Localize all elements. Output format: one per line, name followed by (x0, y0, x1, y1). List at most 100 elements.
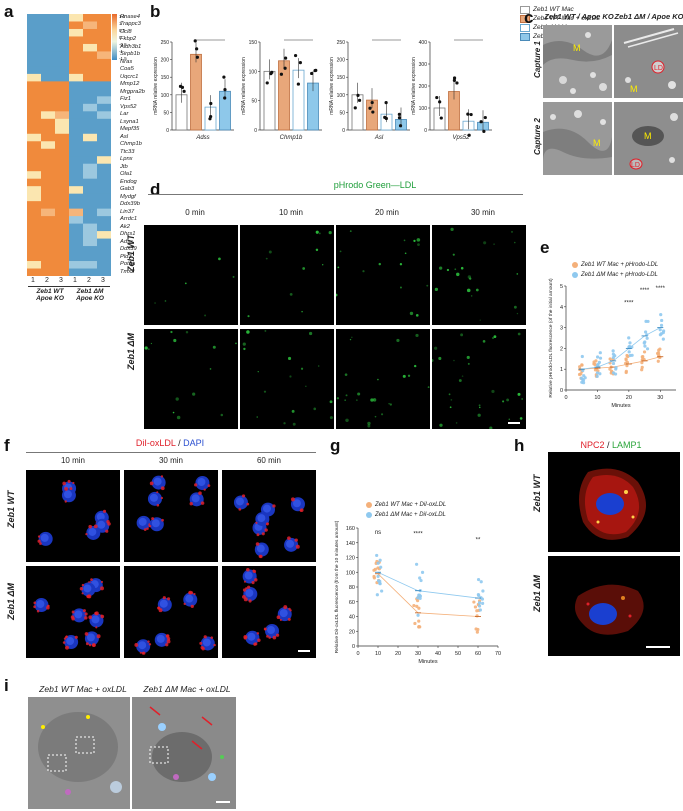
nucleus-core (91, 615, 100, 624)
heatmap-gene-label: Adss (120, 238, 133, 245)
bar (190, 53, 202, 131)
red-spot (193, 592, 196, 596)
green-spot (336, 397, 340, 400)
data-point (472, 600, 476, 604)
bar-point (209, 101, 213, 106)
bar-point (370, 100, 374, 105)
x-tick-label: 10 (594, 395, 600, 401)
heatmap-cell (41, 43, 55, 52)
panel-f-time-label: 10 min (60, 456, 85, 465)
heatmap-cell (69, 81, 83, 90)
heatmap-cell (55, 141, 69, 150)
colorbar-tick: 0.5 (119, 28, 126, 33)
green-spot (479, 406, 481, 409)
heatmap-cell (41, 28, 55, 37)
data-point (659, 323, 664, 327)
red-spot (88, 615, 93, 620)
green-spot (399, 286, 402, 289)
panel-h-title: NPC2 / LAMP1 (546, 440, 676, 450)
bar-point (455, 81, 459, 85)
dil-oxldl-image (124, 566, 218, 658)
green-spot (212, 345, 216, 349)
red-spot (139, 651, 142, 654)
heatmap-cell (27, 186, 41, 195)
red-spot (252, 569, 255, 572)
data-point (630, 353, 634, 357)
x-tick-label: 20 (395, 651, 401, 657)
nucleus-core (83, 584, 92, 593)
red-spot (189, 502, 193, 506)
red-spot (33, 605, 36, 609)
bar-point (182, 89, 186, 93)
heatmap-cell (69, 126, 83, 135)
green-spot (521, 398, 523, 400)
green-spot (355, 399, 358, 401)
data-point (657, 348, 661, 352)
red-spot (147, 640, 150, 643)
phrodo-image (336, 225, 430, 325)
bar-gene-label: Asl (374, 135, 384, 141)
heatmap-cell (83, 141, 97, 150)
green-spot (381, 413, 384, 416)
green-spot (493, 243, 495, 245)
em-dm-capture1: LD M (614, 25, 683, 98)
heatmap-cell (97, 14, 111, 22)
red-spot (148, 643, 152, 646)
nucleus-core (245, 589, 254, 598)
red-spot (243, 597, 248, 602)
heatmap-cell (27, 238, 41, 247)
data-point (624, 370, 628, 375)
red-spot (183, 602, 186, 606)
panel-e-legend: Zeb1 WT Mac + pHrodo-LDL Zeb1 ΔM Mac + pH… (572, 256, 682, 282)
green-spot (247, 315, 250, 318)
bar-y-tick-label: 250 (337, 40, 346, 46)
image-bg (336, 329, 430, 429)
bar-point (223, 96, 227, 100)
heatmap-cell (41, 66, 55, 75)
phrodo-image (240, 225, 334, 325)
green-spot (426, 284, 429, 287)
data-point (379, 565, 383, 569)
data-point (580, 354, 584, 359)
green-spot (470, 295, 473, 297)
red-spot (143, 528, 147, 532)
green-spot (519, 417, 523, 420)
heatmap-group1-label: Zeb1 WT Apoe KO (36, 288, 64, 302)
heatmap-cell (27, 148, 41, 157)
green-spot (479, 319, 481, 321)
panel-a-letter: a (4, 2, 14, 21)
panel-i-left-title-text: Zeb1 WT Mac + oxLDL (39, 684, 127, 694)
panel-d-image-grid (144, 225, 528, 430)
heatmap-cell (41, 148, 55, 157)
data-point (658, 333, 662, 337)
green-spot (491, 389, 495, 394)
data-point (614, 366, 618, 370)
nucleus-core (88, 527, 97, 536)
heatmap-cell (97, 156, 111, 165)
green-spot (289, 292, 293, 296)
bar-y-tick-label: 250 (161, 40, 170, 46)
heatmap-gene-label: Jtb (120, 163, 128, 170)
red-spot (81, 583, 85, 587)
data-point (380, 589, 384, 593)
phrodo-image (336, 329, 430, 429)
heatmap-cell (97, 178, 111, 187)
data-point (415, 604, 419, 608)
red-spot (287, 536, 291, 541)
green-spot (427, 386, 430, 389)
heatmap-cell (97, 133, 111, 142)
green-spot (322, 264, 324, 266)
red-spot (198, 491, 202, 495)
heatmap-cell (83, 14, 97, 22)
panel-f-title-rule (26, 452, 316, 453)
heatmap-cell (69, 14, 83, 22)
bar-y-tick-label: 100 (161, 93, 170, 99)
green-spot (302, 267, 306, 270)
heatmap-cell (97, 163, 111, 172)
heatmap-cell (83, 73, 97, 82)
heatmap-cell (83, 246, 97, 255)
heatmap-cell (27, 28, 41, 37)
bar-gene-label: Vps52 (452, 135, 470, 141)
nucleus-core (156, 634, 165, 643)
colorbar-tick: -0.5 (119, 42, 127, 47)
